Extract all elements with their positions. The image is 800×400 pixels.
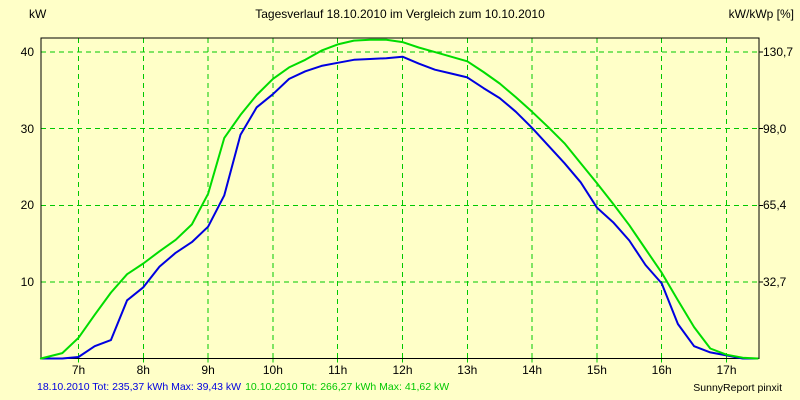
x-axis-tick-label: 7h — [71, 363, 86, 377]
right-axis-unit-label: kW/kWp [%] — [728, 7, 794, 21]
x-axis-tick-label: 12h — [392, 363, 413, 377]
x-axis-tick-label: 15h — [586, 363, 607, 377]
footer-summary: 18.10.2010 Tot: 235,37 kWh Max: 39,43 kW… — [37, 381, 449, 393]
right-axis-tick-label: 98,0 — [763, 121, 787, 136]
left-axis-tick-label: 10 — [20, 274, 34, 289]
series-line-10-10-2010 — [39, 38, 759, 360]
x-axis-tick-label: 10h — [262, 363, 283, 377]
footer-series-10-10-summary: 10.10.2010 Tot: 266,27 kWh Max: 41,62 kW — [245, 381, 450, 393]
right-axis-tick-label: 130,7 — [763, 45, 794, 60]
series-line-18-10-2010 — [39, 55, 759, 360]
right-axis-tick-label: 32,7 — [763, 274, 787, 289]
x-axis-tick-label: 9h — [201, 363, 215, 377]
footer-series-18-10-summary: 18.10.2010 Tot: 235,37 kWh Max: 39,43 kW — [37, 381, 242, 393]
left-axis-unit-label: kW — [29, 7, 47, 21]
left-axis-tick-label: 40 — [20, 45, 34, 60]
x-axis-tick-label: 8h — [136, 363, 150, 377]
x-axis-tick-label: 16h — [651, 363, 672, 377]
plot-border — [40, 37, 760, 359]
right-axis-tick-label: 65,4 — [763, 198, 787, 213]
x-axis-tick-label: 14h — [522, 363, 543, 377]
x-axis-tick-label: 13h — [457, 363, 478, 377]
left-axis-tick-label: 20 — [20, 198, 34, 213]
left-axis-tick-label: 30 — [20, 121, 34, 136]
chart-title: Tagesverlauf 18.10.2010 im Vergleich zum… — [255, 7, 545, 21]
x-axis-tick-label: 17h — [716, 363, 737, 377]
credit-label: SunnyReport pinxit — [693, 382, 782, 394]
x-axis-tick-label: 11h — [328, 363, 348, 377]
